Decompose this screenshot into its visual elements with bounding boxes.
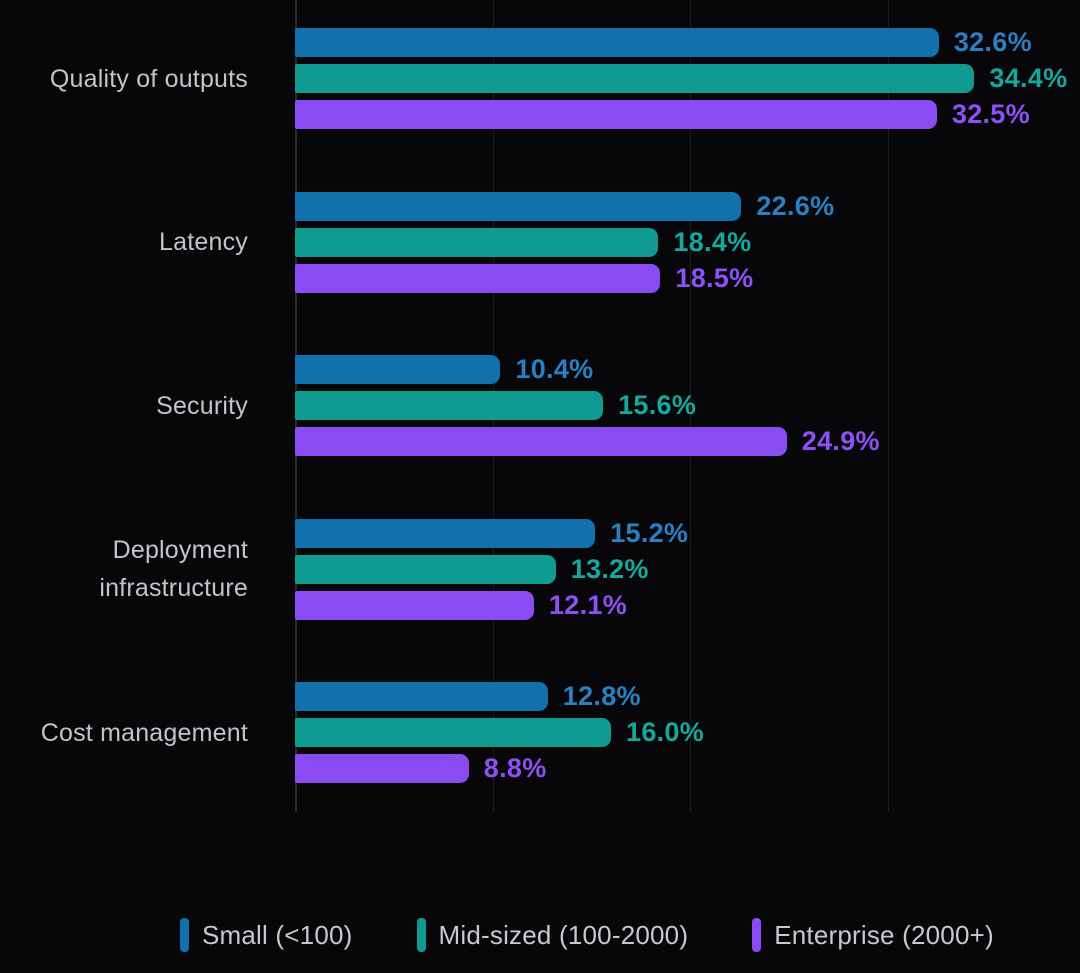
bar-row: 32.6% — [295, 27, 1032, 57]
bar — [295, 718, 611, 747]
bar-row: 18.4% — [295, 226, 752, 257]
bar-row: 15.2% — [295, 517, 689, 548]
value-label: 22.6% — [756, 190, 835, 221]
bar-row: 24.9% — [295, 426, 880, 456]
category-label: Quality of outputs — [49, 64, 248, 93]
bar — [295, 391, 604, 420]
bar-row: 22.6% — [295, 190, 835, 221]
bar-row: 13.2% — [295, 553, 649, 584]
gridline — [690, 0, 691, 812]
bar-row: 12.1% — [295, 589, 628, 620]
bar — [295, 590, 534, 620]
legend-marker-icon — [180, 918, 189, 952]
bar-row: 12.8% — [295, 681, 641, 711]
legend-label: Enterprise (2000+) — [774, 919, 994, 950]
value-label: 32.5% — [951, 99, 1030, 129]
bar — [295, 100, 937, 129]
bar — [295, 554, 556, 584]
value-label: 13.2% — [570, 553, 649, 584]
category-label: Deployment infrastructure — [99, 536, 248, 602]
category-label: Security — [156, 391, 248, 420]
category-label: Cost management — [40, 718, 248, 747]
legend: Small (<100) Mid-sized (100-2000) Enterpri… — [180, 918, 994, 952]
value-label: 15.2% — [610, 517, 689, 548]
bar-row: 8.8% — [295, 753, 547, 783]
legend-item: Enterprise (2000+) — [752, 918, 994, 952]
legend-item: Mid-sized (100-2000) — [416, 918, 689, 952]
value-label: 12.1% — [548, 589, 628, 620]
bar — [295, 682, 548, 711]
bar — [295, 427, 787, 456]
value-label: 10.4% — [515, 354, 594, 384]
value-label: 8.8% — [483, 753, 547, 783]
bar-row: 32.5% — [295, 99, 1030, 129]
bar-row: 18.5% — [295, 262, 754, 293]
legend-marker-icon — [416, 918, 426, 952]
bar — [295, 754, 469, 783]
bar — [295, 355, 501, 384]
bar — [295, 191, 742, 221]
value-label: 18.4% — [673, 226, 752, 257]
bar-row: 10.4% — [295, 354, 594, 384]
legend-label: Small (<100) — [202, 919, 353, 950]
bar-row: 34.4% — [295, 63, 1068, 93]
value-label: 32.6% — [953, 27, 1032, 57]
value-label: 16.0% — [626, 717, 705, 747]
bar — [295, 64, 975, 93]
legend-label: Mid-sized (100-2000) — [438, 919, 689, 950]
gridline — [887, 0, 889, 812]
value-label: 34.4% — [989, 63, 1068, 93]
category-label: Latency — [159, 228, 248, 256]
value-label: 18.5% — [675, 262, 754, 293]
bar-row: 16.0% — [295, 717, 705, 747]
value-label: 15.6% — [618, 390, 697, 420]
legend-item: Small (<100) — [180, 918, 353, 952]
bar-row: 15.6% — [295, 390, 697, 420]
bar — [295, 227, 659, 257]
value-label: 12.8% — [562, 681, 641, 711]
bar — [295, 28, 939, 57]
legend-marker-icon — [752, 918, 762, 952]
bar — [295, 518, 596, 548]
value-label: 24.9% — [801, 426, 880, 456]
bar — [295, 263, 661, 293]
